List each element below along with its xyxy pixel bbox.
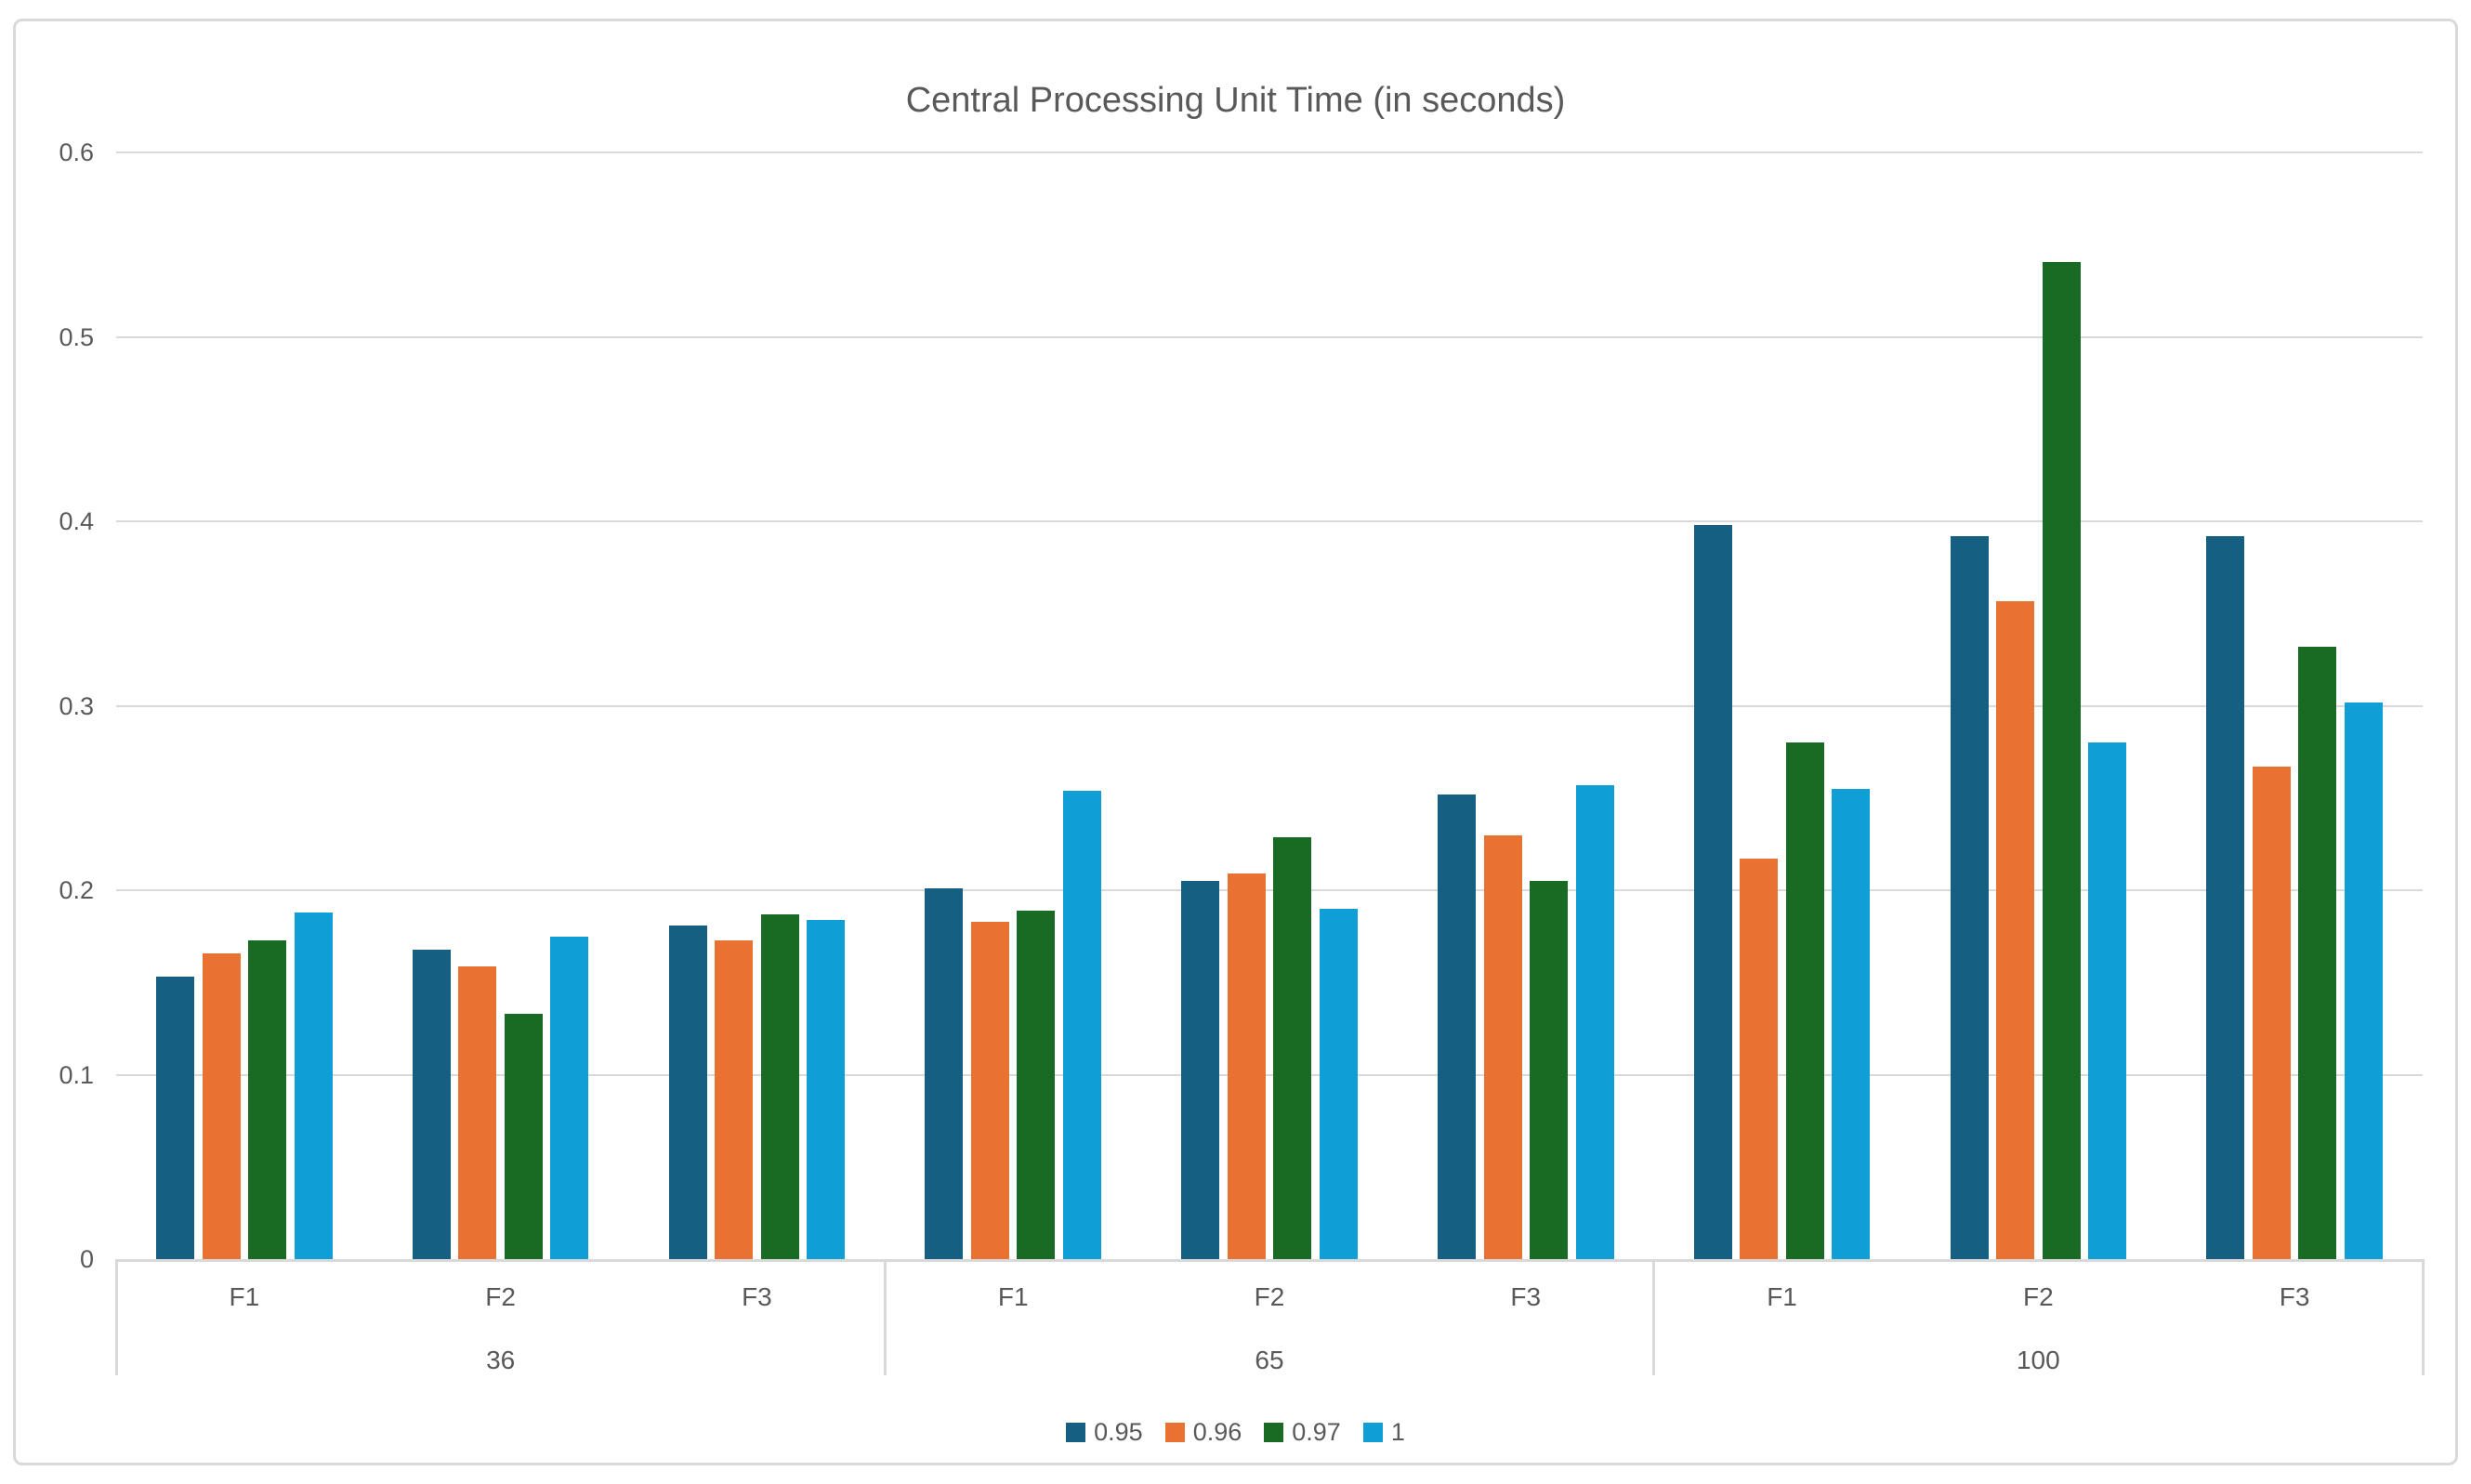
legend-swatch-icon xyxy=(1164,1422,1185,1442)
legend-label: 1 xyxy=(1390,1418,1405,1446)
x-axis-line xyxy=(115,1259,2424,1262)
y-axis-tick-label: 0.5 xyxy=(59,322,94,351)
bar-0.96-65-F3[interactable] xyxy=(1483,834,1522,1259)
bar-0.95-65-F2[interactable] xyxy=(1181,881,1220,1259)
x-axis-category-label: F3 xyxy=(1510,1282,1542,1311)
chart-title: Central Processing Unit Time (in seconds… xyxy=(905,81,1566,120)
gridline xyxy=(116,151,2423,154)
legend-swatch-icon xyxy=(1066,1422,1086,1442)
bar-0.96-100-F1[interactable] xyxy=(1740,859,1779,1259)
x-axis-category-label: F3 xyxy=(2279,1282,2310,1311)
x-axis-category-label: F1 xyxy=(229,1282,260,1311)
y-axis-tick-label: 0.4 xyxy=(59,507,94,536)
bar-1-65-F3[interactable] xyxy=(1575,785,1614,1259)
bar-1-100-F1[interactable] xyxy=(1832,789,1871,1259)
bar-0.95-65-F1[interactable] xyxy=(925,888,964,1259)
x-axis-group-separator xyxy=(1652,1259,1656,1375)
legend-label: 0.95 xyxy=(1094,1418,1143,1446)
bar-0.96-100-F2[interactable] xyxy=(1996,600,2035,1259)
bar-1-100-F3[interactable] xyxy=(2344,702,2383,1259)
bar-1-65-F2[interactable] xyxy=(1319,909,1358,1259)
x-axis-category-label: F2 xyxy=(1254,1282,1285,1311)
legend-label: 0.97 xyxy=(1292,1418,1341,1446)
chart-card: Central Processing Unit Time (in seconds… xyxy=(13,19,2458,1465)
bar-1-36-F3[interactable] xyxy=(807,919,846,1259)
y-axis-tick-label: 0.3 xyxy=(59,691,94,720)
legend-label: 0.96 xyxy=(1192,1418,1242,1446)
bar-0.97-100-F3[interactable] xyxy=(2298,647,2337,1259)
bar-0.96-65-F1[interactable] xyxy=(970,921,1009,1259)
y-axis-tick-label: 0.6 xyxy=(59,138,94,167)
x-axis-category-label: F3 xyxy=(742,1282,772,1311)
legend-item-0.95[interactable]: 0.95 xyxy=(1066,1418,1143,1446)
legend-item-1[interactable]: 1 xyxy=(1362,1418,1405,1446)
gridline xyxy=(116,889,2423,892)
x-axis-category-label: F2 xyxy=(485,1282,516,1311)
bar-0.95-100-F3[interactable] xyxy=(2206,536,2245,1259)
legend-item-0.96[interactable]: 0.96 xyxy=(1164,1418,1242,1446)
bar-0.96-100-F3[interactable] xyxy=(2252,767,2291,1259)
bar-0.97-36-F2[interactable] xyxy=(504,1014,543,1259)
bar-0.97-65-F2[interactable] xyxy=(1273,836,1312,1259)
y-axis-tick-label: 0.2 xyxy=(59,876,94,905)
legend: 0.95 0.96 0.97 1 xyxy=(16,1418,2455,1446)
gridline xyxy=(116,1073,2423,1076)
x-axis-group-label: 36 xyxy=(486,1346,516,1374)
bar-0.95-36-F1[interactable] xyxy=(156,977,195,1259)
bar-1-65-F1[interactable] xyxy=(1062,791,1101,1259)
gridline xyxy=(116,704,2423,707)
bar-0.95-65-F3[interactable] xyxy=(1438,794,1477,1259)
gridline xyxy=(116,520,2423,523)
bar-0.97-36-F1[interactable] xyxy=(248,939,287,1259)
bar-1-36-F2[interactable] xyxy=(550,936,589,1259)
x-axis-group-label: 100 xyxy=(2016,1346,2060,1374)
bar-0.96-65-F2[interactable] xyxy=(1227,873,1266,1259)
bar-1-100-F2[interactable] xyxy=(2088,742,2127,1259)
bar-0.95-100-F1[interactable] xyxy=(1693,525,1732,1259)
x-axis-category-label: F1 xyxy=(1767,1282,1797,1311)
bar-0.96-36-F3[interactable] xyxy=(715,939,754,1259)
x-axis-category-label: F2 xyxy=(2022,1282,2054,1311)
x-axis-group-separator xyxy=(114,1259,118,1375)
y-axis-tick-label: 0 xyxy=(79,1245,94,1273)
bar-0.96-36-F2[interactable] xyxy=(458,965,497,1259)
x-axis-category-label: F1 xyxy=(997,1282,1029,1311)
x-axis-group-separator xyxy=(2421,1259,2425,1375)
x-axis-group-separator xyxy=(883,1259,887,1375)
bar-0.97-65-F3[interactable] xyxy=(1530,881,1569,1259)
gridline xyxy=(116,335,2423,338)
bar-0.95-36-F2[interactable] xyxy=(412,949,451,1259)
bar-0.97-36-F3[interactable] xyxy=(760,913,799,1259)
legend-item-0.97[interactable]: 0.97 xyxy=(1264,1418,1341,1446)
y-axis-tick-label: 0.1 xyxy=(59,1060,94,1089)
x-axis-group-label: 65 xyxy=(1255,1346,1284,1374)
bar-0.97-100-F2[interactable] xyxy=(2042,261,2081,1259)
legend-swatch-icon xyxy=(1362,1422,1383,1442)
bar-0.97-65-F1[interactable] xyxy=(1017,910,1056,1259)
bar-0.95-36-F3[interactable] xyxy=(668,925,707,1259)
bar-0.96-36-F1[interactable] xyxy=(202,952,241,1259)
bar-0.97-100-F1[interactable] xyxy=(1785,742,1824,1259)
bar-1-36-F1[interactable] xyxy=(294,912,333,1259)
bar-0.95-100-F2[interactable] xyxy=(1950,536,1989,1259)
legend-swatch-icon xyxy=(1264,1422,1284,1442)
